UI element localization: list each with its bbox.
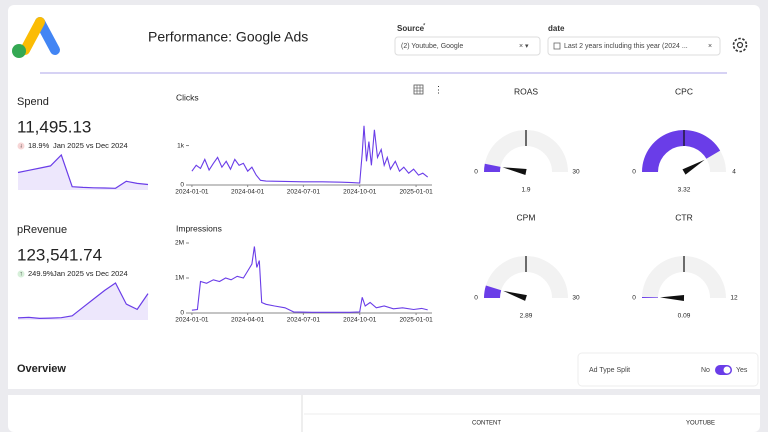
kpi-value: 123,541.74 — [17, 245, 102, 264]
filter-label: Source — [397, 24, 425, 33]
line-series — [191, 246, 428, 313]
gauge-title: CTR — [675, 212, 692, 222]
logo — [12, 17, 60, 58]
kpi-change: 18.9% — [28, 141, 50, 150]
kpi-period: Jan 2025 vs Dec 2024 — [53, 269, 128, 278]
gauge-min: 0 — [474, 169, 478, 176]
sparkline — [17, 282, 149, 320]
filter-value: Last 2 years including this year (2024 .… — [564, 43, 688, 50]
x-tick-label: 2024-04-01 — [231, 317, 265, 324]
gauge-track — [484, 256, 568, 298]
gauge-max: 30 — [572, 169, 580, 176]
gauge-title: CPM — [517, 212, 536, 222]
sparkline-area — [18, 155, 148, 190]
change-arrow: ↑ — [20, 272, 23, 278]
gauge-track — [642, 256, 726, 298]
required-mark: * — [423, 24, 426, 30]
kpi-label: pRevenue — [17, 224, 67, 236]
gauge-min: 0 — [632, 295, 636, 302]
gauge-fill — [484, 163, 501, 172]
toggle-card — [577, 352, 759, 387]
y-tick-label: 2M — [175, 240, 184, 247]
x-tick-label: 2024-07-01 — [287, 317, 321, 324]
gauge-needle — [502, 167, 527, 175]
column-header: YOUTUBE — [686, 421, 715, 427]
gauge-value: 2.89 — [520, 313, 533, 320]
gauge-fill — [642, 297, 659, 298]
title: Performance: Google Ads — [148, 29, 308, 45]
gauge-needle — [660, 295, 685, 301]
gauge-min: 0 — [474, 295, 478, 302]
gauge-title: ROAS — [514, 86, 538, 96]
x-tick-label: 2024-01-01 — [175, 189, 209, 196]
gauge-max: 30 — [572, 295, 580, 302]
x-tick-label: 2024-01-01 — [175, 317, 209, 324]
date-select[interactable] — [547, 36, 721, 56]
kpi-label: Spend — [17, 96, 49, 108]
settings-icon[interactable] — [732, 37, 748, 53]
line-series — [191, 125, 429, 184]
sparkline-area — [18, 283, 148, 320]
svg-text:⋮: ⋮ — [434, 84, 443, 94]
toggle-on: Yes — [736, 367, 748, 374]
gauge-needle — [682, 159, 705, 175]
gauge-value: 1.9 — [521, 187, 530, 194]
gauge-max: 4 — [732, 169, 736, 176]
source-select[interactable] — [394, 36, 541, 56]
change-icon — [17, 270, 25, 278]
calendar-icon — [553, 42, 561, 50]
y-tick-label: 0 — [180, 182, 184, 189]
toggle-off: No — [701, 367, 710, 374]
gauge-track — [484, 130, 568, 172]
column-header: CONTENT — [472, 421, 501, 427]
filter-label: date — [548, 24, 565, 33]
toggle-knob — [723, 366, 731, 374]
separator — [8, 389, 760, 395]
kpi-change: 249.9% — [28, 269, 54, 278]
change-arrow: ↓ — [20, 144, 23, 150]
gauge-title: CPC — [675, 86, 693, 96]
change-icon — [17, 142, 25, 150]
gauge-needle — [503, 290, 527, 301]
sparkline — [17, 153, 149, 189]
chart-title: Impressions — [176, 223, 222, 233]
y-tick-label: 1M — [175, 275, 184, 282]
kpi-value: 11,495.13 — [17, 117, 91, 136]
table-icon[interactable]: ⋮ — [413, 84, 443, 95]
y-tick-label: 1k — [177, 142, 185, 149]
x-tick-label: 2024-07-01 — [287, 189, 321, 196]
toggle-label: Ad Type Split — [589, 367, 630, 374]
dashboard-canvas: Performance: Google Ads Source * (2) You… — [8, 17, 760, 432]
y-tick-label: 0 — [180, 310, 184, 317]
gauge-value: 3.32 — [678, 187, 691, 194]
gauge-value: 0.09 — [678, 313, 691, 320]
kpi-period: Jan 2025 vs Dec 2024 — [53, 141, 128, 150]
gauge-fill — [484, 285, 502, 298]
x-tick-label: 2024-04-01 — [231, 189, 265, 196]
x-tick-label: 2024-10-01 — [343, 189, 377, 196]
x-tick-label: 2025-01-01 — [399, 317, 433, 324]
clear-icon[interactable]: × ▾ — [519, 43, 529, 50]
gauge-fill — [642, 130, 721, 172]
x-tick-label: 2025-01-01 — [399, 189, 433, 196]
gauge-max: 12 — [730, 295, 738, 302]
clear-icon[interactable]: × — [708, 43, 712, 50]
section-title: Overview — [17, 363, 66, 375]
x-tick-label: 2024-10-01 — [343, 317, 377, 324]
gauge-min: 0 — [632, 169, 636, 176]
chart-title: Clicks — [176, 92, 199, 102]
dashboard: Performance: Google Ads Source * (2) You… — [8, 5, 760, 432]
filter-value: (2) Youtube, Google — [401, 43, 463, 50]
